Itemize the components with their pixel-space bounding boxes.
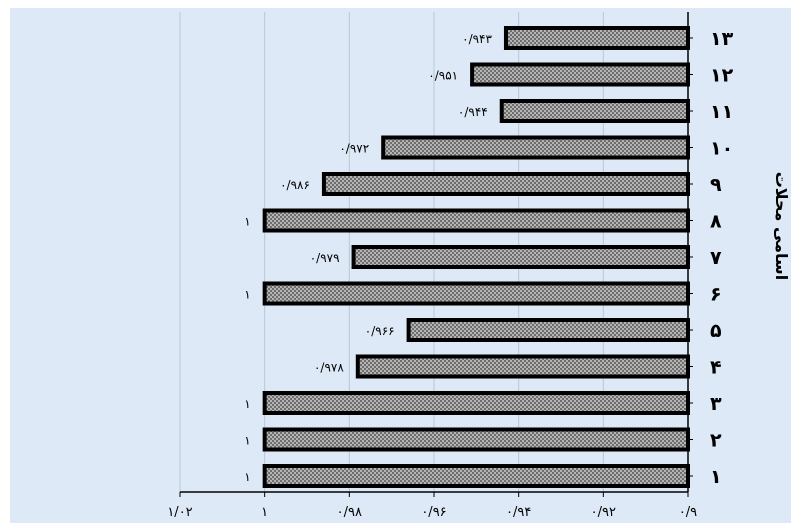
bar <box>351 245 690 269</box>
bar <box>321 172 690 196</box>
data-label: ۱ <box>244 434 250 448</box>
axes: ۰/۹۰/۹۲۰/۹۴۰/۹۶۰/۹۸۱۱/۰۲۱۲۳۴۵۶۷۸۹۱۰۱۱۱۲۱… <box>167 12 734 520</box>
x-tick-label: ۱ <box>261 505 268 520</box>
x-tick-label: ۰/۹۸ <box>337 505 362 520</box>
bar <box>355 354 690 379</box>
data-label: ۰/۹۵۱ <box>428 69 458 83</box>
bar <box>262 281 690 306</box>
data-label: ۰/۹۸۶ <box>280 178 310 192</box>
data-label: ۰/۹۷۲ <box>339 142 369 156</box>
y-tick-label: ۴ <box>710 357 722 379</box>
x-tick-label: ۰/۹۲ <box>591 505 616 520</box>
x-tick-label: ۰/۹ <box>679 505 697 520</box>
y-tick-label: ۷ <box>710 247 722 269</box>
y-axis-title: اسامی محلات <box>772 172 791 281</box>
y-tick-label: ۱۲ <box>710 65 734 87</box>
y-tick-label: ۶ <box>710 284 722 306</box>
x-tick-label: ۰/۹۶ <box>421 505 446 520</box>
data-label: ۰/۹۴۴ <box>458 105 488 119</box>
x-tick-label: ۰/۹۴ <box>506 505 531 520</box>
bar <box>470 62 690 87</box>
data-label: ۰/۹۶۶ <box>365 324 395 338</box>
y-tick-label: ۱ <box>710 466 722 488</box>
bar <box>262 464 690 488</box>
y-tick-label: ۲ <box>710 430 722 452</box>
data-labels: ۱ ۱ ۱ ۰/۹۷۸ ۰/۹۶۶ ۱ ۰/۹۷۹ ۱ ۰/۹۸۶ ۰/۹۷۲ ۰/۹۴۴ ۰/۹۵۱… <box>244 32 492 484</box>
bar <box>262 208 690 233</box>
y-tick-label: ۱۳ <box>710 28 734 50</box>
data-label: ۱ <box>244 470 250 484</box>
data-label: ۱ <box>244 288 250 302</box>
data-label: ۰/۹۷۸ <box>314 361 344 375</box>
x-tick-label: ۱/۰۲ <box>167 505 192 520</box>
y-tick-label: ۸ <box>710 211 722 233</box>
y-tick-label: ۱۰ <box>710 138 733 160</box>
bar <box>503 26 691 50</box>
data-label: ۱ <box>244 397 250 411</box>
y-tick-label: ۹ <box>710 174 722 196</box>
y-tick-label: ۳ <box>710 393 722 415</box>
bar <box>406 318 690 342</box>
y-tick-label: ۵ <box>710 320 722 342</box>
data-label: ۰/۹۴۳ <box>462 32 492 46</box>
bar <box>262 391 690 415</box>
bar <box>262 427 690 452</box>
y-tick-label: ۱۱ <box>710 101 733 123</box>
data-label: ۰/۹۷۹ <box>310 251 340 265</box>
bar <box>381 135 690 160</box>
bars <box>262 26 691 488</box>
data-label: ۱ <box>244 215 250 229</box>
bar <box>499 99 690 123</box>
